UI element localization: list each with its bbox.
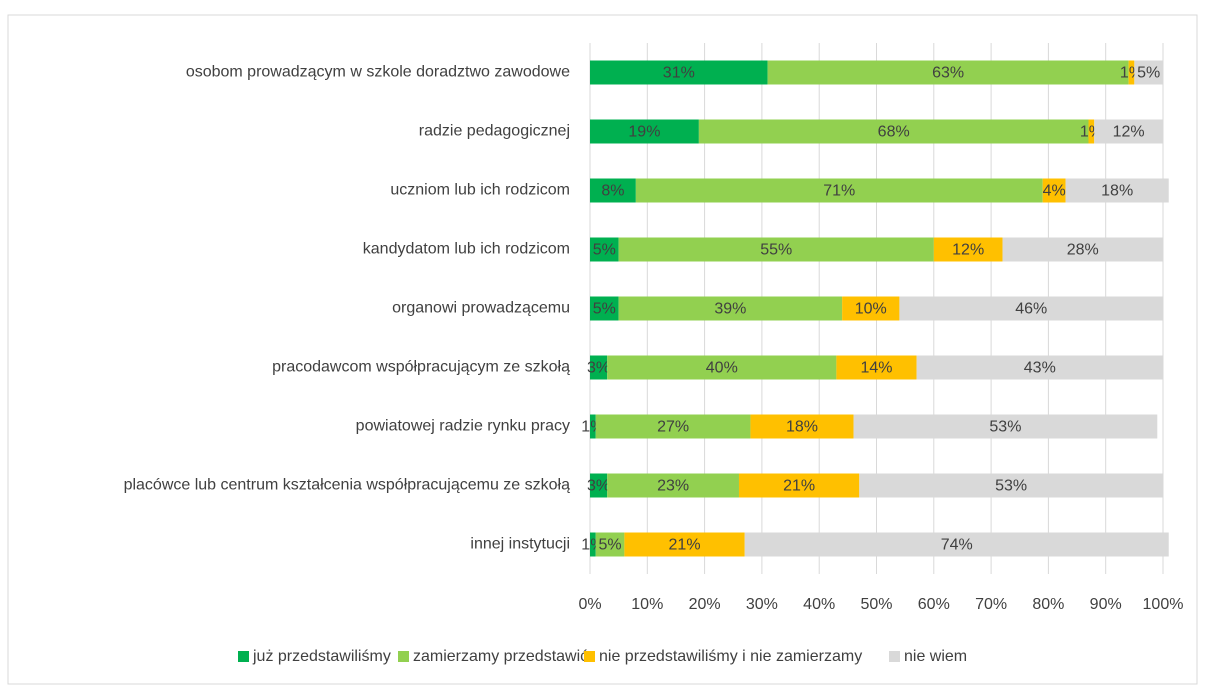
data-label: 21% [669,537,701,554]
y-tick-label: innej instytucji [470,536,570,553]
data-label: 63% [932,65,964,82]
bar-segment [842,296,900,321]
data-label: 68% [878,124,910,141]
y-tick-label: radzie pedagogicznej [419,123,570,140]
data-label: 18% [786,419,818,436]
data-label: 5% [598,537,621,554]
data-label: 55% [760,242,792,259]
y-tick-label: powiatowej radzie rynku pracy [356,418,570,435]
bar-segment [590,237,619,262]
legend-swatch [398,651,409,662]
x-tick-label: 30% [746,596,778,613]
bar-segment [1128,60,1135,85]
data-label: 23% [657,478,689,495]
x-tick-label: 0% [578,596,601,613]
legend-label: nie przedstawiliśmy i nie zamierzamy [599,648,862,665]
bar-segment [607,473,739,498]
data-label: 5% [593,301,616,318]
bar-segment [590,414,596,439]
data-label: 53% [995,478,1027,495]
bar-segment [590,532,596,557]
bar-segment [595,414,751,439]
bar-segment [618,296,843,321]
data-label: 4% [1043,183,1066,200]
bar-segment [590,473,608,498]
legend-swatch [584,651,595,662]
data-label: 28% [1067,242,1099,259]
bar-segment [744,532,1169,557]
data-label: 39% [714,301,746,318]
bar-segment [624,532,745,557]
data-label: 21% [783,478,815,495]
bar-segment [1088,119,1095,144]
y-tick-label: osobom prowadzącym w szkole doradztwo za… [186,64,570,81]
bar-segment [738,473,860,498]
bar-segment [590,60,768,85]
bar-segment [595,532,625,557]
bar-segment [859,473,1163,498]
data-label: 8% [601,183,624,200]
y-tick-label: pracodawcom współpracującym ze szkołą [272,359,570,376]
bar-segment [1065,178,1169,203]
bar-segment [916,355,1163,380]
data-label: 19% [628,124,660,141]
data-label: 12% [1113,124,1145,141]
data-label: 3% [587,360,610,377]
x-tick-label: 10% [631,596,663,613]
bar-segment [767,60,1129,85]
chart-frame [7,14,1198,685]
data-label: 10% [855,301,887,318]
x-tick-label: 90% [1090,596,1122,613]
x-tick-label: 50% [860,596,892,613]
bar-segment [698,119,1089,144]
x-tick-label: 20% [689,596,721,613]
bar-segment [618,237,934,262]
legend-swatch [238,651,249,662]
data-label: 71% [823,183,855,200]
y-tick-label: uczniom lub ich rodzicom [390,182,570,199]
bar-segment [590,119,699,144]
bar-segment [1094,119,1163,144]
data-label: 31% [663,65,695,82]
bar-segment [607,355,837,380]
x-tick-label: 70% [975,596,1007,613]
x-tick-label: 100% [1143,596,1184,613]
data-label: 74% [941,537,973,554]
y-tick-label: kandydatom lub ich rodzicom [363,241,570,258]
bar-segment [899,296,1163,321]
data-label: 18% [1101,183,1133,200]
x-tick-label: 40% [803,596,835,613]
bar-segment [933,237,1003,262]
bar-segment [1002,237,1163,262]
data-label: 12% [952,242,984,259]
data-label: 40% [706,360,738,377]
bar-segment [590,355,608,380]
data-label: 5% [593,242,616,259]
y-tick-label: organowi prowadzącemu [392,300,570,317]
legend-label: już przedstawiliśmy [252,648,391,665]
x-tick-label: 80% [1032,596,1064,613]
bar-segment [1134,60,1163,85]
data-label: 27% [657,419,689,436]
legend-label: zamierzamy przedstawić [413,648,588,665]
y-tick-label: placówce lub centrum kształcenia współpr… [124,477,571,494]
bar-segment [590,296,619,321]
data-label: 46% [1015,301,1047,318]
data-label: 14% [860,360,892,377]
legend-swatch [889,651,900,662]
x-tick-label: 60% [918,596,950,613]
bar-segment [590,178,636,203]
bar-segment [635,178,1043,203]
data-label: 53% [989,419,1021,436]
data-label: 3% [587,478,610,495]
data-label: 5% [1137,65,1160,82]
bar-segment [750,414,854,439]
legend-label: nie wiem [904,648,967,665]
data-label: 43% [1024,360,1056,377]
bar-segment [1042,178,1066,203]
bar-segment [836,355,917,380]
bar-segment [853,414,1158,439]
